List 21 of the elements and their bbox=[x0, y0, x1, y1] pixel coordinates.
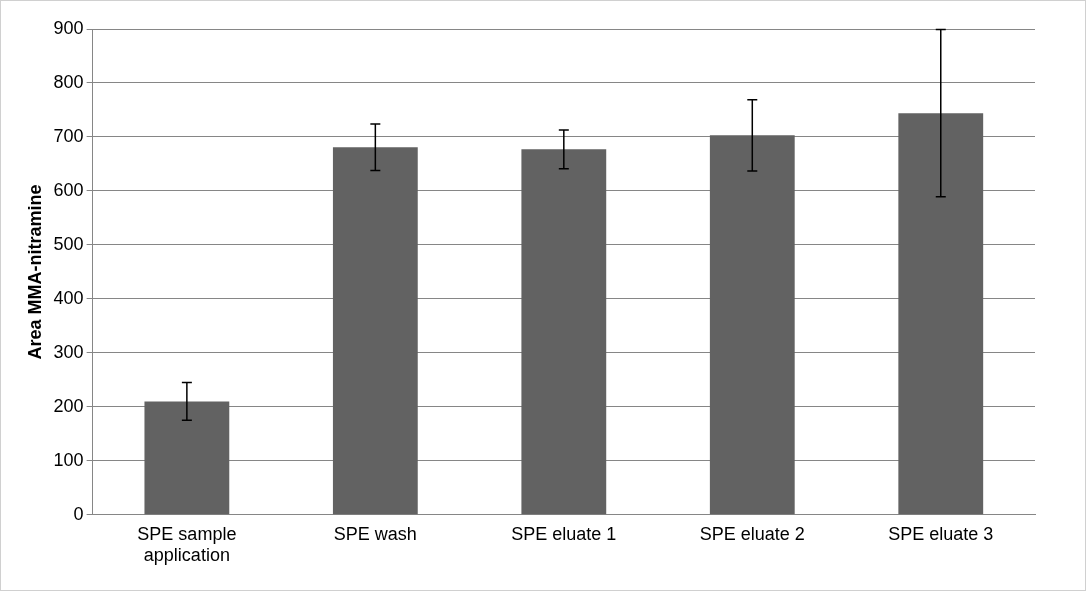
y-tick-label: 900 bbox=[53, 17, 84, 38]
y-tick-label: 400 bbox=[53, 287, 84, 308]
y-tick-label: 300 bbox=[53, 341, 84, 362]
y-tick-label: 800 bbox=[53, 71, 84, 92]
bar bbox=[332, 147, 418, 515]
x-tick-label: SPE eluate 1 bbox=[511, 523, 617, 544]
bar bbox=[521, 149, 607, 515]
bar bbox=[709, 135, 795, 515]
y-tick-label: 600 bbox=[53, 179, 84, 200]
y-tick-label: 0 bbox=[73, 503, 84, 524]
x-tick-label: SPE eluate 2 bbox=[699, 523, 805, 544]
x-tick-label: SPE sample application bbox=[137, 523, 237, 566]
y-tick-label: 500 bbox=[53, 233, 84, 254]
y-tick-label: 700 bbox=[53, 125, 84, 146]
y-tick-label: 100 bbox=[53, 449, 84, 470]
bar bbox=[144, 401, 230, 515]
x-tick-label: SPE wash bbox=[333, 523, 417, 544]
y-tick-label: 200 bbox=[53, 395, 84, 416]
y-axis-title: Area MMA-nitramine bbox=[24, 184, 45, 360]
x-tick-label: SPE eluate 3 bbox=[888, 523, 994, 544]
bar bbox=[898, 113, 984, 515]
